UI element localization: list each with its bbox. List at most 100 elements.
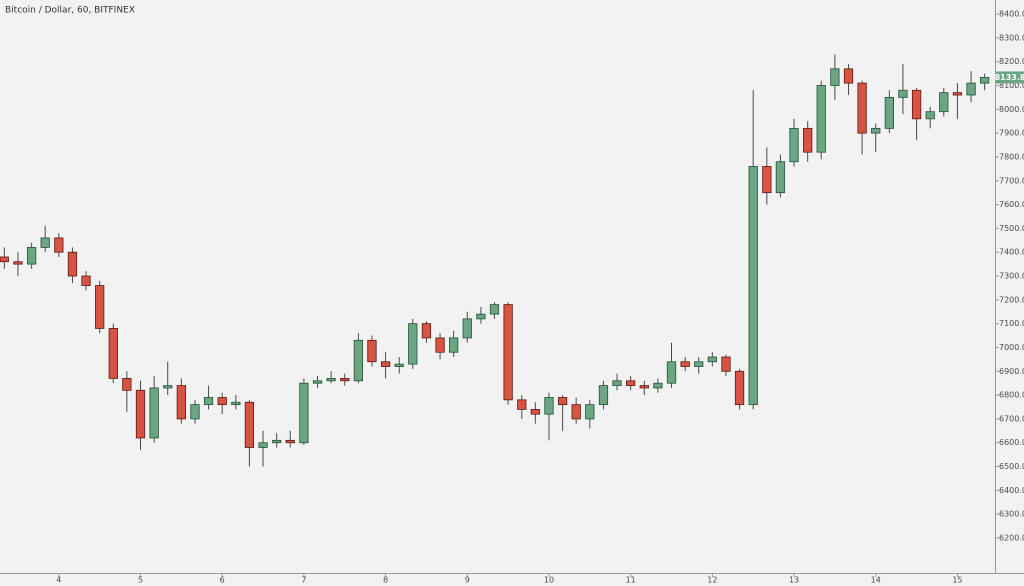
candle-body [40,237,50,248]
x-tick-label: 8 [383,576,388,585]
candle-body [380,361,391,367]
candle-body [911,89,922,120]
y-tick-label: 6700.0 [999,414,1024,423]
x-tick-label: 15 [952,576,962,585]
y-tick-label: 7100.0 [999,319,1024,328]
candle-body [449,337,459,353]
y-tick-label: 7800.0 [999,152,1024,161]
candle-body [748,166,758,406]
x-tick-label: 12 [707,576,717,585]
candle-body [585,404,595,420]
candle-body [190,404,200,420]
candle-body [203,397,214,406]
candle-body [122,378,132,391]
candle-body [340,378,350,382]
candle-body [925,111,935,120]
y-tick-label: 6400.0 [999,486,1024,495]
candle-body [789,127,799,163]
last-price-label: 8133.8 [995,73,1024,82]
last-price-box [996,71,1024,84]
y-tick-label: 7200.0 [999,295,1024,304]
y-tick-label: 6300.0 [999,510,1024,519]
candle-body [476,313,486,320]
y-tick-label: 6200.0 [999,533,1024,542]
candle-body [95,285,105,329]
candle-body [421,323,432,339]
candle-body [244,401,255,448]
candle-body [489,304,500,315]
candle-body [626,380,636,386]
x-tick-label: 9 [465,576,470,585]
candle-body [163,385,173,389]
candle-body [353,339,364,382]
candle-body [285,439,295,444]
candle-body [871,127,881,134]
candle-body [0,256,9,263]
candle-body [666,361,677,384]
candle-body [530,408,540,415]
y-tick-label: 7300.0 [999,272,1024,281]
candle-body [979,77,990,84]
candle-body [557,397,568,406]
candle-body [721,356,731,372]
x-tick-label: 4 [56,576,61,585]
candle-body [149,387,159,439]
y-tick-label: 8400.0 [999,10,1024,19]
candle-body [884,97,895,129]
y-tick-label: 7900.0 [999,129,1024,138]
x-tick-label: 13 [789,576,799,585]
candle-body [544,397,554,415]
candle-body [176,385,186,420]
candle-body [612,380,622,386]
y-tick-label: 7500.0 [999,224,1024,233]
y-tick-label: 6800.0 [999,391,1024,400]
candle-body [571,404,581,420]
candle-body [816,85,826,153]
candle-body [694,361,704,367]
candle-body [707,356,717,363]
x-tick-label: 5 [138,576,143,585]
y-tick-label: 7400.0 [999,248,1024,257]
y-tick-label: 6600.0 [999,438,1024,447]
candle-body [367,339,377,363]
y-tick-label: 6500.0 [999,462,1024,471]
candle-body [81,275,91,286]
x-tick-label: 11 [626,576,636,585]
candle-body [312,380,323,384]
y-tick-label: 6900.0 [999,367,1024,376]
candle-body [503,304,513,401]
candle-body [952,92,963,96]
candle-body [26,247,37,265]
y-tick-label: 8200.0 [999,57,1024,66]
y-tick-label: 8000.0 [999,105,1024,114]
candle-body [108,328,118,379]
y-tick-label: 7000.0 [999,343,1024,352]
y-tick-label: 8100.0 [999,81,1024,90]
candle-body [898,89,908,98]
candle-body [966,82,976,96]
candle-body [653,382,663,389]
candle-body [394,363,404,367]
candle-body [598,385,609,406]
candle-body [517,399,527,410]
x-tick-label: 14 [871,576,881,585]
candle-body [830,68,840,86]
candle-body [231,401,241,406]
candle-body [843,68,854,84]
candle-body [762,166,772,194]
y-tick-label: 7700.0 [999,176,1024,185]
candle-body [435,337,445,353]
candle-body [680,361,690,367]
candle-body [939,92,949,113]
chart-title: Bitcoin / Dollar, 60, BITFINEX [5,6,135,16]
candle-body [13,261,23,265]
candle-body [639,385,649,389]
x-tick-label: 10 [544,576,554,585]
y-tick-label: 8300.0 [999,33,1024,42]
candle-body [803,127,813,153]
candle-body [54,237,64,253]
y-tick-label: 7600.0 [999,200,1024,209]
candle-body [857,82,867,134]
